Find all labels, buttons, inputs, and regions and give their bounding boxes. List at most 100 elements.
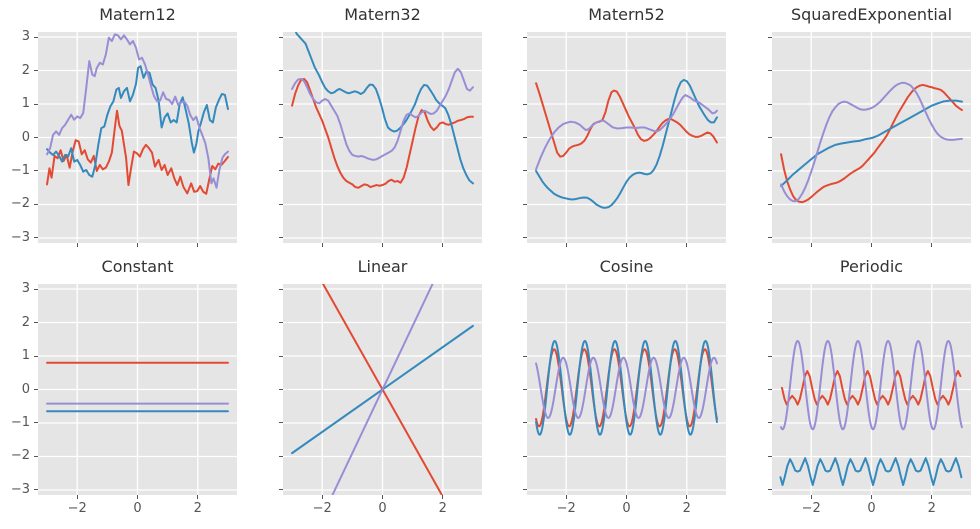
x-tick-label: 2 — [438, 501, 447, 516]
tick-mark — [34, 70, 38, 72]
tick-mark — [279, 489, 283, 491]
series-line-blue — [294, 32, 474, 185]
x-tick-label: 0 — [378, 501, 387, 516]
tick-mark — [279, 455, 283, 457]
tick-mark — [34, 489, 38, 491]
tick-mark — [279, 137, 283, 138]
tick-mark — [768, 203, 772, 205]
tick-mark — [523, 137, 527, 138]
tick-mark — [34, 170, 38, 172]
tick-mark — [871, 495, 872, 499]
subplot-title: Periodic — [839, 257, 904, 276]
plot-area — [38, 284, 237, 495]
tick-mark — [34, 389, 38, 390]
tick-mark — [565, 243, 567, 247]
series-line-purple — [46, 33, 229, 189]
y-tick-label: −2 — [10, 196, 30, 212]
tick-mark — [442, 495, 444, 499]
tick-mark — [279, 389, 283, 390]
tick-mark — [279, 170, 283, 172]
plot-area — [283, 284, 482, 495]
subplot-title: Matern32 — [344, 5, 421, 24]
plot-canvas — [38, 284, 237, 495]
tick-mark — [768, 422, 772, 424]
tick-mark — [768, 389, 772, 390]
tick-mark — [523, 355, 527, 357]
tick-mark — [523, 237, 527, 239]
plot-canvas — [527, 284, 726, 495]
x-tick-label: −2 — [312, 501, 332, 516]
tick-mark — [768, 70, 772, 72]
tick-mark — [523, 170, 527, 172]
y-tick-label: 2 — [21, 62, 30, 78]
subplot-title: Constant — [101, 257, 174, 276]
tick-mark — [279, 322, 283, 324]
series-line-purple — [291, 67, 474, 161]
tick-mark — [197, 243, 199, 247]
tick-mark — [279, 36, 283, 38]
y-tick-label: 3 — [21, 29, 30, 45]
tick-mark — [34, 203, 38, 205]
y-tick-label: 3 — [21, 281, 30, 297]
series-line-red — [291, 77, 474, 189]
tick-mark — [137, 495, 138, 499]
tick-mark — [768, 170, 772, 172]
plot-area — [772, 32, 971, 243]
tick-mark — [523, 203, 527, 205]
x-tick-label: 2 — [682, 501, 691, 516]
y-tick-label: 2 — [21, 314, 30, 330]
series-line-purple — [535, 93, 718, 171]
tick-mark — [34, 322, 38, 324]
tick-mark — [321, 243, 323, 247]
tick-mark — [34, 103, 38, 105]
y-tick-label: −1 — [10, 414, 30, 430]
y-tick-label: 0 — [21, 381, 30, 397]
plot-area — [38, 32, 237, 243]
tick-mark — [34, 137, 38, 138]
tick-mark — [76, 495, 78, 499]
tick-mark — [34, 455, 38, 457]
tick-mark — [768, 355, 772, 357]
tick-mark — [279, 103, 283, 105]
y-tick-label: 0 — [21, 129, 30, 145]
tick-mark — [382, 495, 383, 499]
tick-mark — [686, 495, 688, 499]
tick-mark — [279, 237, 283, 239]
tick-mark — [768, 322, 772, 324]
tick-mark — [768, 137, 772, 138]
tick-mark — [768, 288, 772, 290]
tick-mark — [523, 103, 527, 105]
series-line-blue — [535, 339, 718, 436]
tick-mark — [279, 422, 283, 424]
series-line-red — [780, 83, 963, 204]
series-line-blue — [46, 65, 229, 178]
y-tick-label: −3 — [10, 481, 30, 497]
tick-mark — [931, 243, 933, 247]
tick-mark — [768, 36, 772, 38]
subplot-title: Matern52 — [588, 5, 665, 24]
tick-mark — [34, 422, 38, 424]
tick-mark — [382, 243, 383, 247]
series-line-red — [46, 109, 229, 195]
x-tick-label: 2 — [927, 501, 936, 516]
y-tick-label: 1 — [21, 96, 30, 111]
tick-mark — [442, 243, 444, 247]
subplot-title: Linear — [357, 257, 408, 276]
tick-mark — [34, 288, 38, 290]
tick-mark — [810, 243, 812, 247]
plot-area — [283, 32, 482, 243]
plot-canvas — [772, 32, 971, 243]
x-tick-label: 0 — [133, 501, 142, 516]
series-line-blue — [535, 78, 718, 209]
tick-mark — [279, 203, 283, 205]
series-line-red — [535, 82, 718, 158]
y-tick-label: −2 — [10, 448, 30, 464]
y-tick-label: 1 — [21, 348, 30, 363]
tick-mark — [523, 489, 527, 491]
plot-canvas — [772, 284, 971, 495]
subplot-title: Matern12 — [99, 5, 176, 24]
y-tick-label: −1 — [10, 162, 30, 178]
plot-canvas — [283, 32, 482, 243]
subplot-title: SquaredExponential — [790, 5, 953, 24]
subplot-title: Cosine — [599, 257, 654, 276]
